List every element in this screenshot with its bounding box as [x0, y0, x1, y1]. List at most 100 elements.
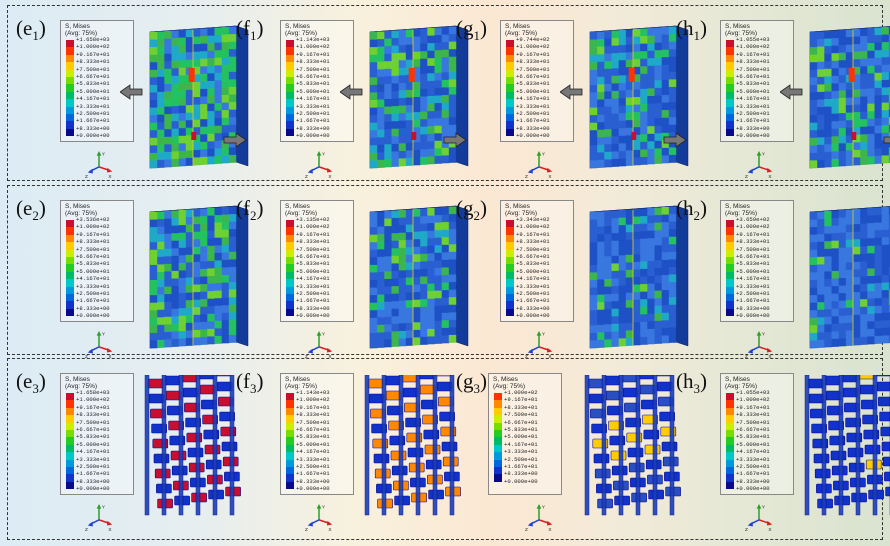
legend-color-swatch — [726, 113, 734, 122]
legend-color-swatch — [66, 113, 74, 122]
legend-color-swatch — [494, 466, 502, 475]
legend-value: +7.500e+01 — [736, 65, 770, 73]
legend-value: +9.167e+01 — [296, 230, 330, 238]
legend-color-swatch — [66, 474, 74, 482]
axis-label-y: Y — [542, 505, 546, 510]
contour-legend: S, Mises (Avg: 75%) +1.000e+02 +9.167e+01 +8… — [488, 373, 562, 495]
panel-h3: (h3) S, Mises (Avg: 75%) +1.055e+03 +1.000e+… — [674, 361, 890, 539]
coordinate-triad-icon: Y X Z — [525, 330, 552, 359]
panel-e3: (e3) S, Mises (Avg: 75%) +1.658e+03 +1.000e+… — [14, 361, 241, 539]
legend-color-swatch — [286, 91, 294, 100]
fem-model-slab — [589, 25, 689, 169]
legend-color-swatch — [66, 452, 74, 460]
legend-value: +3.333e+01 — [76, 282, 110, 290]
legend-color-swatch — [506, 234, 514, 243]
axis-label-x: X — [548, 527, 552, 532]
legend-color-swatch — [286, 40, 294, 48]
legend-value: +7.500e+01 — [516, 65, 550, 73]
legend-color-swatch — [286, 437, 294, 445]
coordinate-triad-icon: Y X Z — [85, 503, 112, 532]
legend-value: +1.000e+02 — [296, 396, 330, 404]
legend-value: +1.667e+01 — [736, 470, 770, 478]
legend-color-swatch — [286, 121, 294, 129]
legend-title: S, Mises — [725, 23, 750, 30]
legend-value: +1.055e+03 — [736, 389, 770, 396]
panel-subscript: 2 — [693, 208, 701, 224]
panel-subscript: 2 — [250, 208, 257, 224]
legend-value: +9.167e+01 — [296, 403, 330, 411]
legend-color-swatch — [506, 47, 514, 55]
legend-color-swatch — [726, 249, 734, 257]
coordinate-triad-icon: Y X Z — [85, 330, 112, 359]
legend-color-swatch — [494, 444, 502, 453]
legend-color-swatch — [506, 220, 514, 228]
legend-value: +1.000e+02 — [736, 396, 770, 404]
legend-value: +7.500e+01 — [76, 418, 110, 426]
legend-title: S, Mises — [505, 23, 530, 30]
contour-legend: S, Mises (Avg: 75%) +1.143e+03 +1.000e+02 +9… — [280, 373, 354, 495]
legend-value: +7.500e+01 — [76, 245, 110, 253]
legend-value: +9.167e+01 — [504, 396, 538, 404]
axis-label-z: Z — [305, 527, 308, 532]
panel-subscript: 1 — [32, 28, 39, 44]
legend-value: +7.500e+01 — [516, 245, 550, 253]
legend-color-swatch — [726, 481, 734, 490]
fem-model-slab — [149, 205, 249, 349]
legend-value: +5.000e+01 — [516, 87, 550, 95]
legend-color-swatch — [286, 249, 294, 257]
legend-value: +3.333e+01 — [296, 102, 330, 110]
legend-value: +1.000e+02 — [76, 396, 110, 404]
legend-color-swatch — [506, 99, 514, 107]
legend-value: +1.000e+02 — [296, 43, 330, 51]
legend-color-swatch — [506, 256, 514, 265]
panel-label: (e3) — [16, 369, 46, 397]
legend-value: +9.167e+01 — [76, 230, 110, 238]
legend-value: +0.000e+00 — [76, 485, 110, 493]
fem-model-slab — [149, 25, 249, 169]
fem-model — [149, 25, 249, 169]
legend-color-swatch — [286, 407, 294, 416]
fem-model — [364, 375, 461, 516]
legend-color-swatch — [286, 106, 294, 114]
legend-value: +5.000e+01 — [76, 267, 110, 275]
contour-legend: S, Mises (Avg: 75%) +1.658e+03 +1.000e+02 +9… — [60, 20, 134, 142]
legend-value: +1.000e+02 — [76, 43, 110, 51]
legend-color-swatch — [66, 279, 74, 287]
legend-color-swatch — [726, 293, 734, 302]
legend-value: +2.500e+01 — [504, 455, 538, 463]
legend-values: +1.055e+03 +1.000e+02 +9.167e+01 +8.333e+01… — [736, 36, 770, 140]
fem-model — [804, 375, 890, 516]
axis-label-x: X — [108, 354, 112, 359]
legend-value: +1.055e+03 — [736, 36, 770, 43]
panel-label: (g2) — [456, 196, 487, 224]
legend-value: +2.500e+01 — [76, 290, 110, 298]
legend-value: +8.333e+00 — [736, 477, 770, 485]
legend-value: +8.333e+00 — [516, 124, 550, 132]
legend-value: +0.000e+00 — [296, 312, 330, 320]
panel-subscript: 1 — [250, 28, 257, 44]
legend-value: +6.667e+01 — [736, 73, 770, 81]
panel-label: (e2) — [16, 196, 46, 224]
legend-value: +1.667e+01 — [516, 297, 550, 305]
fem-model — [369, 25, 469, 169]
legend-value: +0.000e+00 — [516, 312, 550, 320]
legend-title: S, Mises — [65, 23, 90, 30]
coordinate-triad-icon: Y X Z — [525, 503, 552, 532]
legend-color-swatch — [726, 99, 734, 107]
axis-label-x: X — [548, 174, 552, 179]
legend-color-swatch — [66, 415, 74, 423]
axis-label-z: Z — [85, 527, 88, 532]
fem-model — [369, 205, 469, 349]
legend-color-swatch — [726, 466, 734, 475]
legend-color-swatch — [66, 407, 74, 416]
legend-color-swatch — [66, 62, 74, 70]
legend-color-swatch — [494, 422, 502, 430]
legend-value: +8.333e+00 — [296, 124, 330, 132]
panel-subscript: 3 — [250, 381, 257, 397]
legend-color-swatch — [726, 121, 734, 129]
legend-color-swatch — [726, 47, 734, 55]
legend-value: +7.500e+01 — [76, 65, 110, 73]
left-load-arrow-icon — [120, 84, 143, 100]
coordinate-triad: Y X Z — [305, 330, 332, 359]
woven-fabric-model — [144, 375, 241, 516]
